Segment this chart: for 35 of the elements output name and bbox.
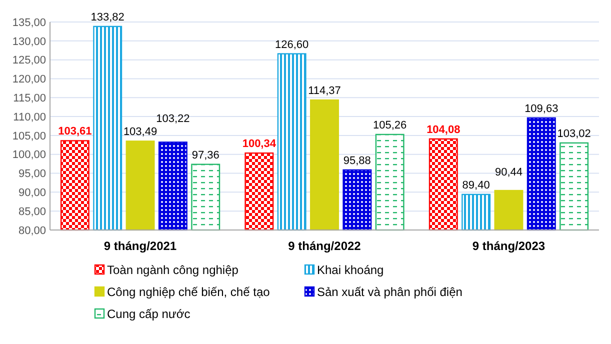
y-tick-label: 125,00 <box>12 54 46 67</box>
text: 89,40 <box>462 179 490 192</box>
text: 90,44 <box>494 166 522 178</box>
legend-label: Sản xuất và phân phối điện <box>317 285 462 299</box>
legend-label: Công nghiệp chế biến, chế tạo <box>107 285 270 299</box>
y-tick-label: 105,00 <box>12 130 46 142</box>
y-tick-label: 135,00 <box>12 16 46 29</box>
text: 103,49 <box>123 126 158 138</box>
y-tick-label: 95,00 <box>18 168 46 180</box>
legend-label: Khai khoáng <box>317 263 384 277</box>
y-tick-label: 110,00 <box>13 111 46 124</box>
text: 133,82 <box>90 11 124 24</box>
y-tick-label: 85,00 <box>18 206 46 218</box>
text: 114,37 <box>308 85 341 98</box>
text: 103,02 <box>557 128 591 140</box>
legend-label: Cung cấp nước <box>107 307 190 321</box>
text: 109,63 <box>524 102 558 115</box>
text: 100,34 <box>242 138 276 150</box>
text: 103,61 <box>58 126 92 138</box>
x-tick-label: 9 tháng/2022 <box>288 239 362 253</box>
y-tick-label: 120,00 <box>12 74 46 86</box>
text: 126,60 <box>275 38 309 51</box>
y-tick-label: 100,00 <box>12 149 46 162</box>
text: 104,08 <box>426 124 460 136</box>
legend-label: Toàn ngành công nghiệp <box>107 263 239 277</box>
text: 103,22 <box>156 113 190 126</box>
text: 105,26 <box>373 119 407 132</box>
x-tick-label: 9 tháng/2021 <box>104 239 177 253</box>
y-tick-label: 90,00 <box>18 187 46 200</box>
text: 97,36 <box>192 149 220 162</box>
y-tick-label: 80,00 <box>18 224 46 237</box>
text: 95,88 <box>343 154 371 167</box>
x-tick-label: 9 tháng/2023 <box>472 239 546 253</box>
y-tick-label: 115,00 <box>13 92 46 104</box>
y-tick-label: 130,00 <box>12 36 46 48</box>
